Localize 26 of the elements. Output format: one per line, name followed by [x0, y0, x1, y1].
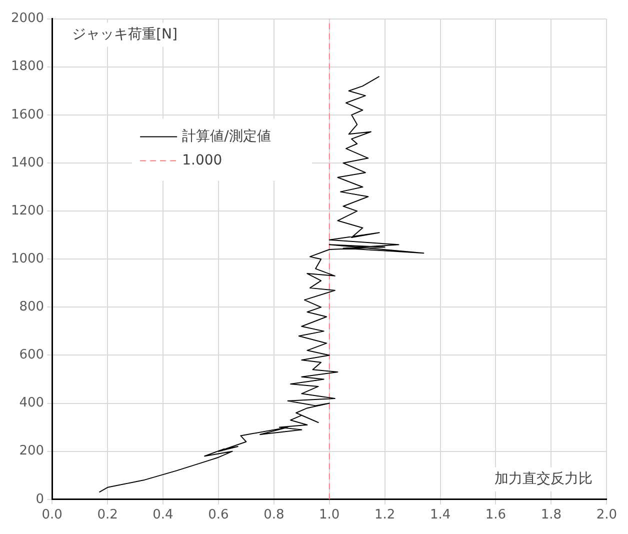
- y-tick-label: 600: [19, 348, 44, 363]
- x-axis-title: 加力直交反力比: [494, 471, 593, 488]
- y-tick-label: 1200: [10, 203, 44, 218]
- y-tick-label: 2000: [10, 11, 44, 26]
- x-tick-label: 1.2: [374, 508, 396, 523]
- x-tick-label: 1.0: [319, 508, 340, 523]
- y-tick-label: 1600: [10, 107, 44, 122]
- y-axis-title: ジャッキ荷重[N]: [72, 26, 178, 42]
- x-tick-label: 0.2: [97, 508, 118, 523]
- y-tick-label: 400: [19, 396, 44, 411]
- x-tick-label: 1.6: [485, 508, 506, 523]
- x-tick-label: 2.0: [596, 508, 618, 523]
- y-tick-label: 0: [36, 492, 44, 507]
- x-tick-label: 1.8: [540, 508, 562, 523]
- x-tick-label: 0.0: [42, 508, 62, 523]
- y-tick-label: 200: [19, 444, 44, 459]
- x-tick-label: 1.4: [430, 508, 451, 523]
- legend-label: 計算値/測定値: [182, 128, 271, 144]
- x-tick-label: 0.8: [264, 508, 284, 523]
- y-tick-label: 1400: [10, 155, 44, 170]
- x-tick-label: 0.4: [152, 508, 174, 523]
- y-tick-label: 800: [19, 300, 44, 315]
- y-tick-label: 1800: [10, 59, 44, 74]
- legend-label: 1.000: [182, 152, 222, 168]
- x-tick-label: 0.6: [208, 508, 229, 523]
- y-tick-label: 1000: [10, 251, 44, 266]
